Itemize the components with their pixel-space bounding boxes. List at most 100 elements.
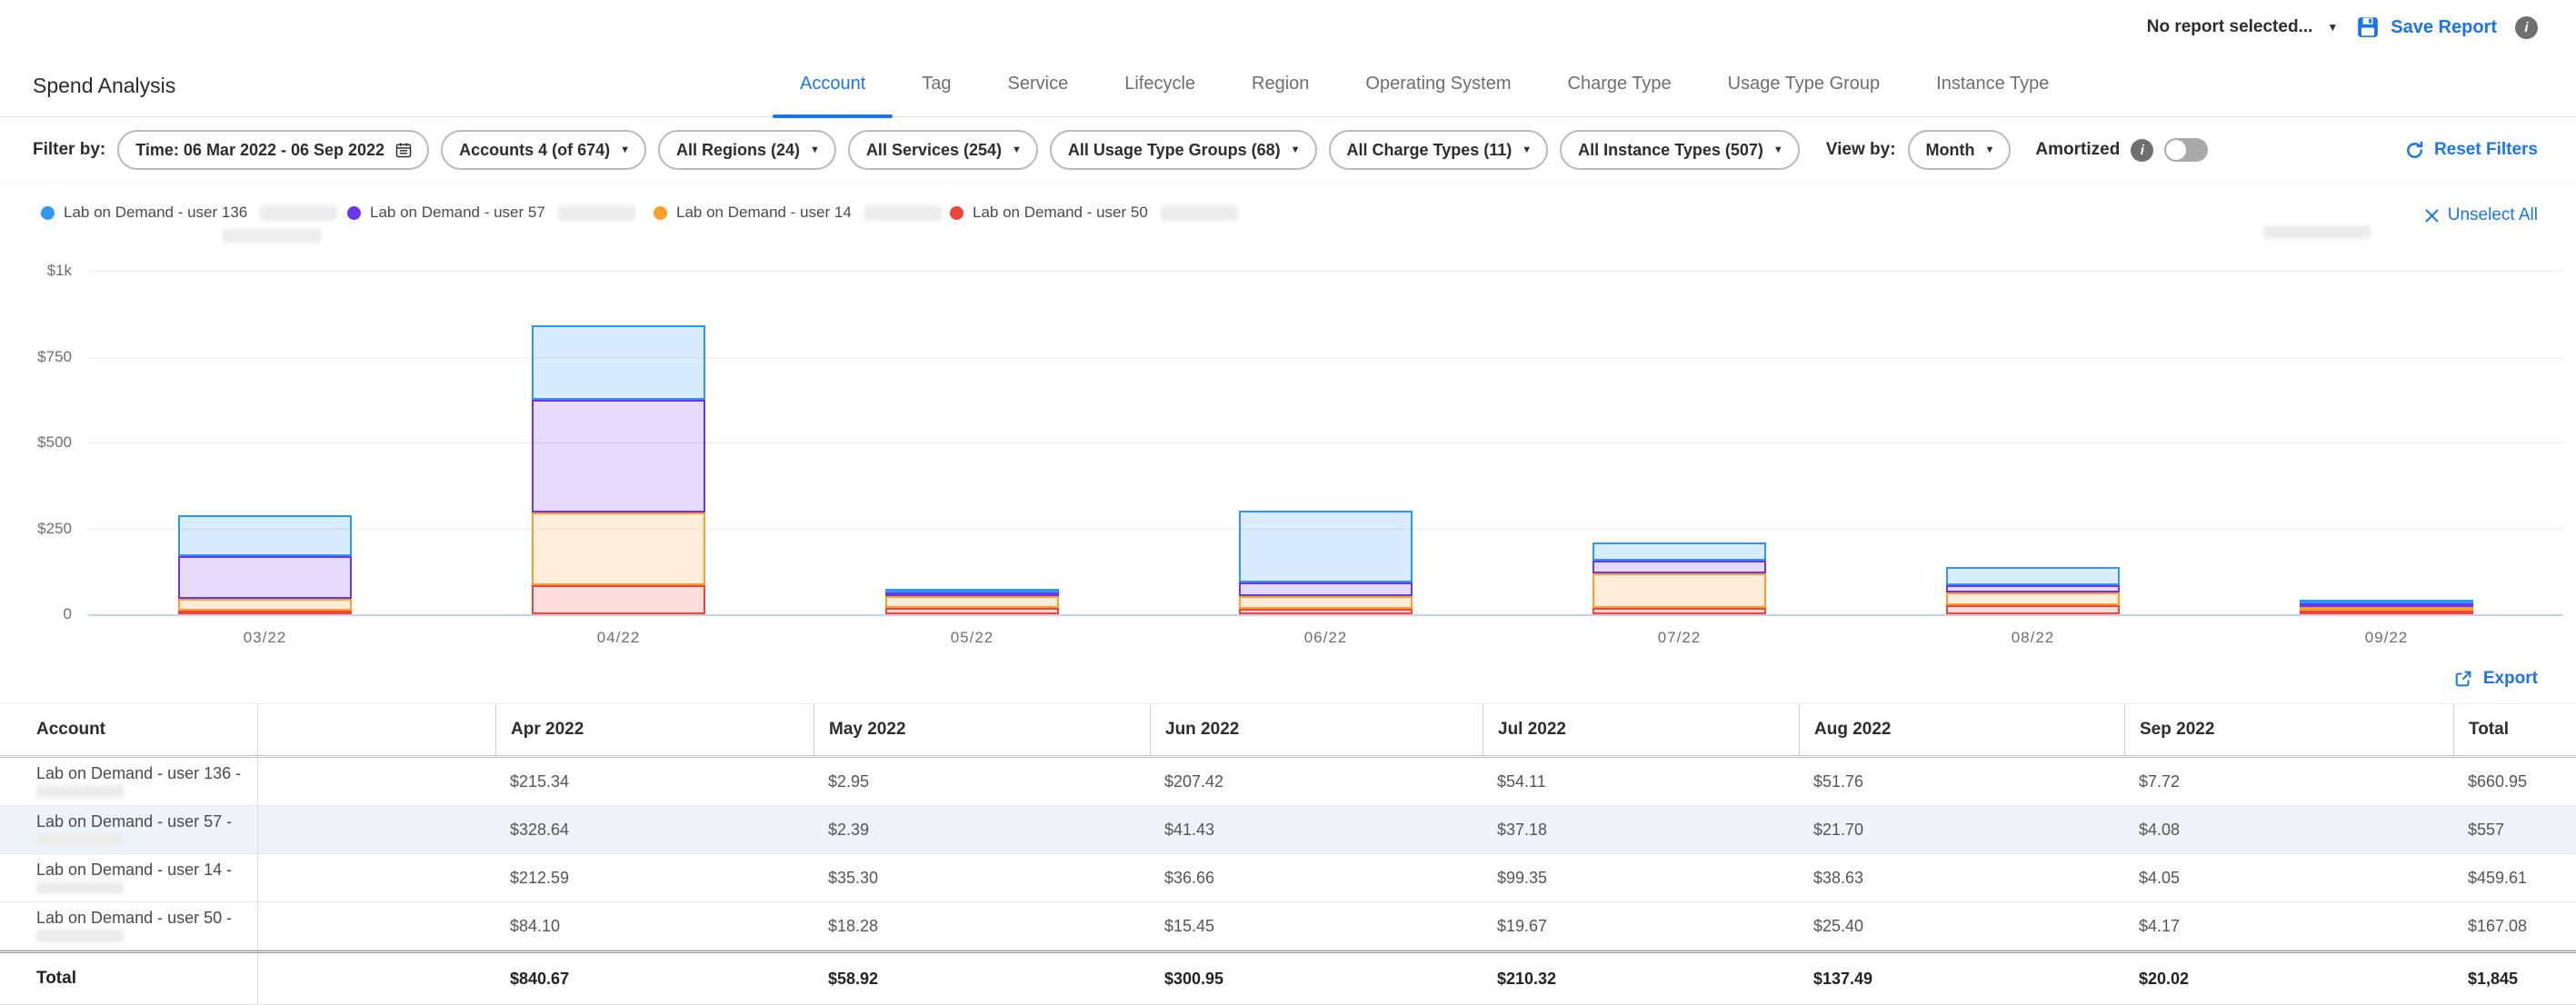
amortized-toggle[interactable]: [2164, 138, 2209, 162]
bar-segment: [1593, 560, 1766, 574]
bar-segment: [885, 595, 1059, 609]
stacked-bar-03-22[interactable]: [178, 271, 352, 614]
cell-value: $41.43: [1164, 820, 1215, 839]
view-by-select[interactable]: Month ▼: [1907, 130, 2012, 170]
cell-value: $212.59: [510, 868, 570, 887]
filter-by-label: Filter by:: [33, 140, 106, 159]
unselect-all-button[interactable]: Unselect All: [2424, 205, 2538, 225]
bar-slot: [88, 271, 442, 614]
cell-value: $19.67: [1497, 916, 1548, 935]
charge-types-filter-pill[interactable]: All Charge Types (11) ▼: [1328, 130, 1549, 170]
report-selector-label: No report selected...: [2146, 17, 2313, 36]
stacked-bar-07-22[interactable]: [1593, 271, 1766, 614]
chevron-down-icon: ▼: [1012, 144, 1022, 155]
export-button[interactable]: Export: [2453, 669, 2538, 689]
instance-types-filter-pill[interactable]: All Instance Types (507) ▼: [1560, 130, 1800, 170]
cell-value: $84.10: [510, 916, 561, 935]
services-filter-pill[interactable]: All Services (254) ▼: [847, 130, 1038, 170]
tab-charge-type[interactable]: Charge Type: [1567, 74, 1672, 94]
chevron-down-icon: ▼: [1522, 144, 1533, 155]
spend-table-body: Lab on Demand - user 136 - $215.34 $2.95 $2…: [0, 758, 2576, 1005]
table-row[interactable]: Lab on Demand - user 50 - $84.10 $18.28 $15…: [0, 902, 2576, 950]
tab-operating-system[interactable]: Operating System: [1365, 74, 1512, 94]
tab-account[interactable]: Account: [772, 74, 894, 118]
table-row[interactable]: Lab on Demand - user 14 - $212.59 $35.30 $3…: [0, 854, 2576, 902]
time-filter-pill[interactable]: Time: 06 Mar 2022 - 06 Sep 2022: [117, 130, 430, 170]
legend-label: Lab on Demand - user 57: [370, 204, 545, 221]
bar-segment: [532, 325, 705, 400]
instance-types-filter-label: All Instance Types (507): [1578, 140, 1763, 159]
reset-filters-button[interactable]: Reset Filters: [2404, 140, 2538, 161]
cell-value: $99.35: [1497, 868, 1548, 887]
chart-plot-area: $1k $750 $500 $250 0: [37, 262, 2563, 622]
bar-segment: [1946, 605, 2120, 614]
cell-value: $4.17: [2139, 916, 2181, 935]
unselect-all-label: Unselect All: [2447, 205, 2538, 224]
y-tick-label: $1k: [46, 262, 72, 279]
bar-segment: [1239, 596, 1413, 610]
stacked-bar-05-22[interactable]: [885, 271, 1059, 614]
column-header: Jul 2022: [1483, 704, 1799, 755]
regions-filter-pill[interactable]: All Regions (24) ▼: [658, 130, 836, 170]
tab-lifecycle[interactable]: Lifecycle: [1124, 74, 1196, 94]
save-report-button[interactable]: Save Report: [2356, 15, 2497, 39]
table-row[interactable]: Lab on Demand - user 136 - $215.34 $2.95 $2…: [0, 758, 2576, 806]
y-tick-label: $250: [37, 519, 72, 537]
report-selector[interactable]: No report selected... ▼: [2147, 17, 2339, 37]
cell-value: $660.95: [2468, 771, 2528, 791]
chart-bars: [88, 271, 2563, 614]
bar-slot: [1149, 271, 1503, 614]
info-icon[interactable]: i: [2131, 138, 2154, 162]
table-row[interactable]: Lab on Demand - user 57 - $328.64 $2.39 $41…: [0, 806, 2576, 854]
bar-segment: [178, 611, 352, 614]
tab-usage-type-group[interactable]: Usage Type Group: [1727, 74, 1881, 94]
bar-segment: [2300, 607, 2473, 611]
tab-tag[interactable]: Tag: [922, 74, 952, 94]
stacked-bar-04-22[interactable]: [532, 271, 705, 614]
x-icon: [2424, 208, 2440, 224]
legend-item-user-136[interactable]: Lab on Demand - user 136: [41, 204, 338, 222]
redacted-text: [36, 785, 124, 799]
cell-value: $54.11: [1497, 771, 1546, 791]
x-tick-label: 03/22: [243, 629, 287, 646]
accounts-filter-pill[interactable]: Accounts 4 (of 674) ▼: [441, 130, 647, 170]
account-cell: Lab on Demand - user 57 -: [0, 806, 258, 853]
total-value: $210.32: [1497, 969, 1557, 988]
bar-segment: [1946, 567, 2120, 585]
legend-item-user-14[interactable]: Lab on Demand - user 14: [654, 204, 942, 222]
column-header: Aug 2022: [1799, 704, 2124, 755]
bar-slot: [442, 271, 795, 614]
redacted-text: [557, 204, 635, 221]
refresh-icon: [2404, 140, 2425, 161]
y-tick-label: $500: [37, 433, 72, 451]
tab-region[interactable]: Region: [1252, 74, 1310, 94]
stacked-bar-08-22[interactable]: [1946, 271, 2120, 614]
total-value: $20.02: [2139, 969, 2190, 988]
column-header: Jun 2022: [1150, 704, 1483, 755]
legend-item-user-57[interactable]: Lab on Demand - user 57: [347, 204, 635, 222]
info-icon[interactable]: i: [2515, 15, 2538, 39]
bar-slot: [795, 271, 1149, 614]
spend-table: Account Apr 2022 May 2022 Jun 2022 Jul 2022 A…: [0, 703, 2576, 1005]
bar-segment: [178, 514, 352, 557]
cell-value: $459.61: [2468, 868, 2528, 887]
tab-service[interactable]: Service: [1007, 74, 1069, 94]
legend-dot-red: [950, 205, 964, 220]
gridline: $250: [37, 520, 2563, 537]
spend-chart: $1k $750 $500 $250 0 03/22 04/22 05/22 06/22 07/…: [0, 256, 2576, 654]
spacer-cell: [258, 854, 495, 901]
page-title: Spend Analysis: [33, 73, 176, 97]
redacted-text: [2263, 225, 2371, 239]
tab-instance-type[interactable]: Instance Type: [1936, 74, 2050, 94]
stacked-bar-09-22[interactable]: [2300, 271, 2473, 614]
gridline: $750: [37, 348, 2563, 365]
stacked-bar-06-22[interactable]: [1239, 271, 1413, 614]
bar-segment: [178, 598, 352, 611]
usage-type-groups-filter-pill[interactable]: All Usage Type Groups (68) ▼: [1049, 130, 1317, 170]
redacted-text: [223, 229, 321, 243]
bar-segment: [178, 556, 352, 599]
total-value: $300.95: [1164, 969, 1224, 988]
bar-segment: [2300, 603, 2473, 607]
cell-value: $215.34: [510, 771, 570, 791]
legend-item-user-50[interactable]: Lab on Demand - user 50: [950, 204, 1238, 222]
